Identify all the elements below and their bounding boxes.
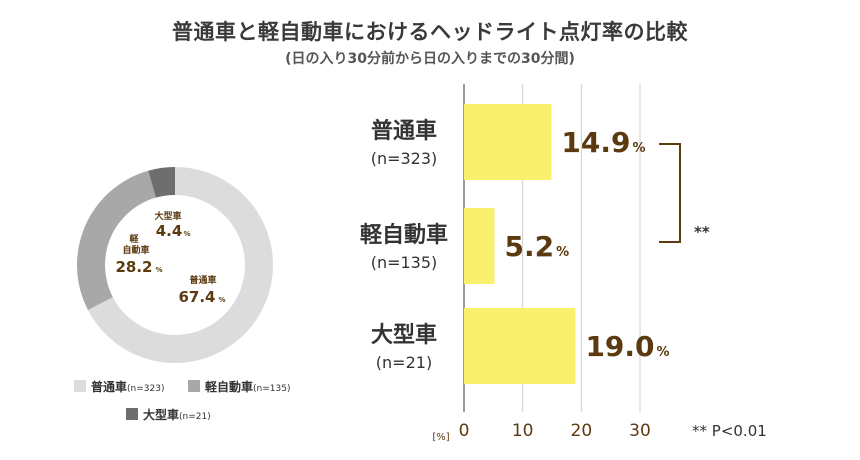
bar-value-label-0: 14.9: [561, 126, 630, 159]
donut-slice-value-0: 67.4: [178, 288, 215, 306]
bar-category-label-2: 大型車: [371, 323, 437, 348]
x-tick-label-3: 30: [629, 421, 651, 441]
x-tick-label-0: 0: [459, 421, 470, 441]
donut-slice-0: [87, 167, 274, 363]
x-axis-unit: [%]: [432, 432, 449, 443]
bar-sublabel-2: (n=21): [376, 353, 432, 372]
bar-0: [464, 104, 552, 180]
bar-category-label-1: 軽自動車: [360, 222, 448, 248]
significance-bracket: [659, 143, 681, 243]
bar-value-label-2: 19.0: [585, 330, 654, 363]
bar-sublabel-1: (n=135): [371, 253, 438, 272]
bar-value-unit-0: %: [633, 141, 646, 156]
bar-value-unit-2: %: [657, 345, 670, 360]
donut-slice-value-2: 4.4: [156, 222, 183, 240]
donut-slice-unit-2: %: [183, 230, 190, 238]
legend-n-1: (n=135): [253, 384, 290, 394]
x-tick-label-2: 20: [571, 421, 593, 441]
donut-slice-sublabel-1: 自動車: [122, 244, 149, 256]
donut-slice-2: [148, 167, 175, 198]
bar-value-unit-1: %: [556, 245, 569, 260]
bar-2: [464, 308, 576, 384]
legend-swatch-1: [188, 380, 200, 392]
legend-swatch-2: [126, 408, 138, 420]
legend-name-1: 軽自動車: [205, 379, 253, 394]
chart-title: 普通車と軽自動車におけるヘッドライト点灯率の比較: [172, 20, 688, 44]
legend-label-2: 大型車(n=21): [143, 407, 211, 422]
x-tick-label-1: 10: [512, 421, 534, 441]
bar-category-label-0: 普通車: [371, 118, 437, 144]
donut-slice-label-0: 普通車: [189, 274, 216, 286]
legend-n-2: (n=21): [179, 412, 211, 422]
donut-slice-1: [77, 170, 156, 311]
bar-1: [464, 208, 495, 284]
legend-name-2: 大型車: [143, 407, 179, 422]
legend-n-0: (n=323): [127, 384, 164, 394]
significance-marker: **: [694, 223, 710, 241]
legend-label-0: 普通車(n=323): [91, 379, 164, 394]
legend-name-0: 普通車: [91, 379, 127, 394]
chart-subtitle: (日の入り30分前から日の入りまでの30分間): [285, 51, 575, 67]
donut-slice-label-1: 軽: [129, 233, 139, 245]
legend-label-1: 軽自動車(n=135): [205, 379, 290, 394]
donut-slice-value-1: 28.2: [115, 258, 152, 276]
donut-slice-label-2: 大型車: [154, 210, 181, 222]
donut-slice-unit-1: %: [155, 266, 162, 274]
bar-sublabel-0: (n=323): [371, 149, 438, 168]
donut-slice-unit-0: %: [218, 296, 225, 304]
significance-note: ** P<0.01: [692, 422, 767, 440]
legend-swatch-0: [74, 380, 86, 392]
bar-value-label-1: 5.2: [505, 230, 555, 263]
